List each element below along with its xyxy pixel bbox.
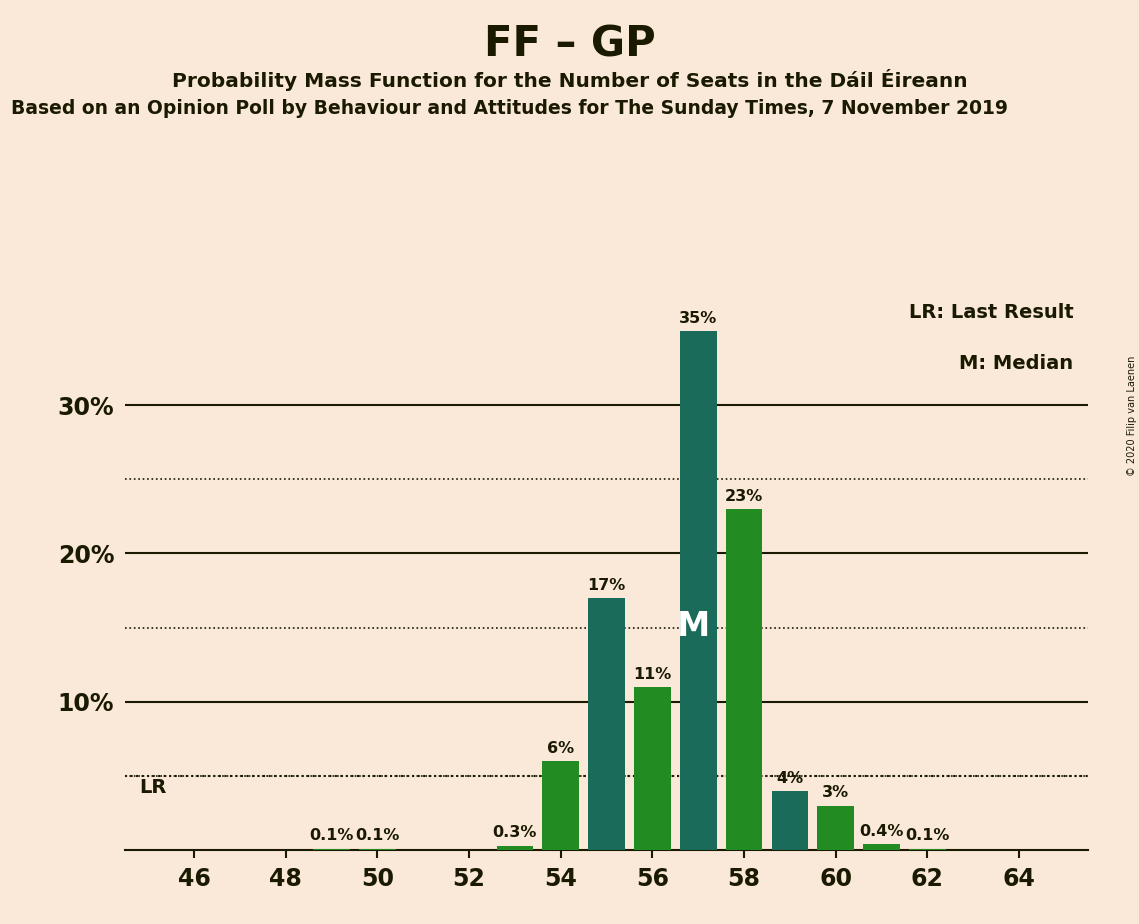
Text: 4%: 4% bbox=[777, 771, 803, 785]
Text: 17%: 17% bbox=[588, 578, 625, 592]
Text: 0.1%: 0.1% bbox=[906, 829, 950, 844]
Bar bbox=[818, 806, 854, 850]
Text: FF – GP: FF – GP bbox=[484, 23, 655, 65]
Text: M: M bbox=[677, 611, 711, 643]
Bar bbox=[313, 848, 350, 850]
Text: 6%: 6% bbox=[547, 741, 574, 756]
Bar bbox=[542, 761, 579, 850]
Bar bbox=[863, 845, 900, 850]
Text: 11%: 11% bbox=[633, 667, 672, 682]
Bar bbox=[359, 848, 395, 850]
Text: 0.3%: 0.3% bbox=[493, 825, 538, 841]
Text: M: Median: M: Median bbox=[959, 354, 1073, 373]
Text: LR: Last Result: LR: Last Result bbox=[909, 303, 1073, 322]
Bar bbox=[497, 845, 533, 850]
Bar bbox=[771, 791, 809, 850]
Bar bbox=[680, 331, 716, 850]
Text: © 2020 Filip van Laenen: © 2020 Filip van Laenen bbox=[1126, 356, 1137, 476]
Text: 35%: 35% bbox=[679, 310, 718, 326]
Bar bbox=[588, 598, 625, 850]
Text: 23%: 23% bbox=[724, 489, 763, 504]
Text: LR: LR bbox=[139, 778, 166, 797]
Bar bbox=[909, 848, 945, 850]
Text: 0.4%: 0.4% bbox=[859, 824, 903, 839]
Text: 3%: 3% bbox=[822, 785, 850, 800]
Text: Based on an Opinion Poll by Behaviour and Attitudes for The Sunday Times, 7 Nove: Based on an Opinion Poll by Behaviour an… bbox=[11, 99, 1008, 118]
Bar bbox=[634, 687, 671, 850]
Text: 0.1%: 0.1% bbox=[310, 829, 354, 844]
Bar bbox=[726, 509, 762, 850]
Text: 0.1%: 0.1% bbox=[355, 829, 400, 844]
Text: Probability Mass Function for the Number of Seats in the Dáil Éireann: Probability Mass Function for the Number… bbox=[172, 69, 967, 91]
